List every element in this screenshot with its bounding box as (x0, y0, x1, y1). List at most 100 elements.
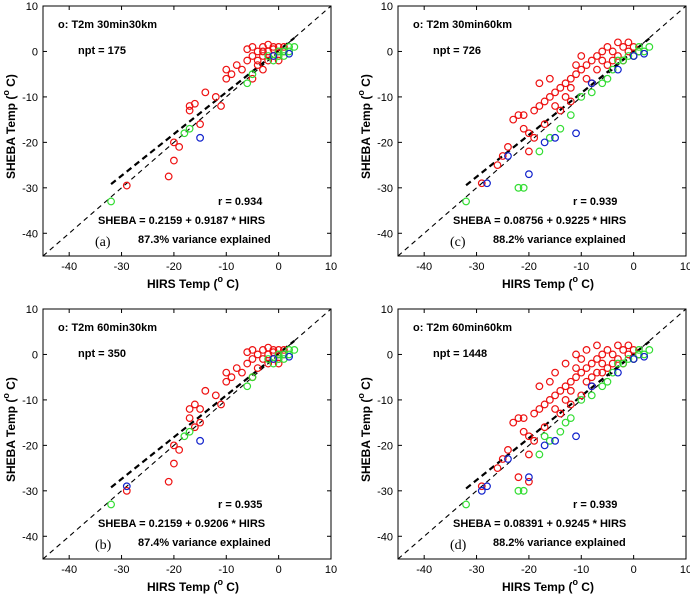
data-point-red (248, 74, 257, 83)
data-point-red (222, 65, 231, 74)
scatter-panel: -40 -30 -20 -10 0 10 10 0 -10 -20 -30 -40 o: T2m 60m… (356, 304, 690, 594)
data-point-green (619, 56, 628, 65)
fit-equation: SHEBA = 0.08391 + 0.9245 * HIRS (453, 518, 626, 530)
variance-label: 88.2% variance explained (493, 234, 626, 246)
data-point-green (514, 183, 523, 192)
x-axis-label: HIRS Temp (o C) (502, 577, 594, 594)
data-point-red (498, 152, 507, 160)
data-point-red (504, 446, 512, 454)
regression-line (110, 37, 296, 185)
y-tick-label: 10 (381, 304, 393, 316)
data-point-blue (285, 352, 294, 361)
y-axis-unit: C) (4, 74, 18, 90)
degree-symbol: o (217, 577, 223, 587)
data-point-red (556, 106, 565, 115)
data-point-red (196, 418, 204, 427)
data-point-red (259, 47, 267, 56)
data-point-red (608, 56, 617, 65)
data-point-green (566, 111, 575, 119)
data-point-blue (551, 133, 559, 142)
data-point-red (519, 427, 528, 436)
x-tick-label: 10 (325, 564, 337, 576)
data-point-red (561, 93, 570, 101)
data-point-red (253, 56, 262, 65)
data-point-red (274, 56, 283, 65)
data-point-red (624, 38, 633, 47)
data-point-green (185, 427, 194, 436)
data-point-red (540, 400, 549, 409)
data-point-red (587, 56, 596, 65)
panel-label: (d) (450, 538, 467, 553)
y-tick-label: -20 (377, 137, 393, 149)
data-point-green (587, 88, 596, 97)
x-tick-label: 0 (276, 564, 282, 576)
data-point-red (577, 391, 586, 400)
data-point-red (519, 124, 528, 133)
data-point-red (593, 65, 601, 74)
data-point-red (243, 56, 252, 65)
x-tick-label: -20 (521, 261, 537, 273)
data-point-green (634, 346, 643, 354)
x-tick-label: -10 (218, 564, 234, 576)
data-point-blue (587, 382, 596, 391)
data-point-red (624, 341, 633, 350)
data-point-red (587, 373, 596, 382)
x-axis-unit: C) (223, 580, 239, 594)
data-point-red (185, 106, 194, 115)
data-point-red (614, 38, 622, 47)
x-axis-label-text: HIRS Temp ( (502, 580, 572, 594)
fit-equation: SHEBA = 0.2159 + 0.9187 * HIRS (98, 215, 265, 227)
data-point-red (603, 346, 612, 354)
data-point-blue (640, 352, 649, 361)
data-point-red (498, 455, 507, 463)
data-point-red (493, 161, 502, 169)
data-point-red (582, 377, 591, 386)
x-tick-label: 0 (631, 564, 637, 576)
panel-label: (c) (450, 235, 466, 250)
data-point-green (645, 43, 654, 51)
data-point-red (274, 359, 283, 368)
data-point-blue (614, 65, 622, 74)
data-point-red (598, 56, 607, 65)
x-tick-label: -30 (114, 261, 130, 273)
data-point-green (603, 74, 612, 83)
data-point-red (514, 473, 523, 482)
data-point-red (264, 359, 273, 368)
data-point-green (624, 355, 633, 363)
data-point-red (264, 343, 273, 352)
data-point-red (551, 88, 559, 97)
plot-frame (42, 308, 332, 560)
y-tick-label: -10 (22, 92, 38, 104)
data-point-red (566, 386, 575, 395)
data-point-red (122, 486, 131, 495)
data-point-red (248, 355, 257, 363)
data-point-red (587, 359, 596, 368)
x-tick-label: 10 (680, 261, 690, 273)
scatter-panel: -40 -30 -20 -10 0 10 10 0 -10 -20 -30 -40 o: T2m 30m… (1, 1, 337, 291)
data-point-red (525, 450, 533, 459)
legend-label: o: T2m 60min30km (58, 322, 157, 334)
npt-label: npt = 175 (78, 45, 126, 57)
data-point-green (640, 47, 649, 56)
data-point-red (619, 43, 628, 51)
y-tick-label: -30 (22, 183, 38, 195)
data-point-red (624, 47, 633, 56)
data-point-red (582, 346, 591, 354)
data-point-green (603, 377, 612, 386)
data-point-red (259, 65, 267, 74)
data-point-red (227, 373, 236, 382)
data-point-red (608, 359, 617, 368)
data-point-blue (504, 152, 512, 160)
data-point-red (566, 377, 575, 386)
data-point-red (577, 355, 586, 363)
data-point-blue (640, 49, 649, 58)
data-point-red (598, 368, 607, 377)
data-point-red (540, 120, 549, 129)
data-point-red (509, 418, 518, 427)
data-point-red (232, 364, 241, 372)
y-tick-label: 10 (381, 1, 393, 13)
y-axis-unit: C) (359, 74, 373, 90)
data-point-red (248, 43, 257, 51)
y-tick-label: 0 (387, 349, 393, 361)
